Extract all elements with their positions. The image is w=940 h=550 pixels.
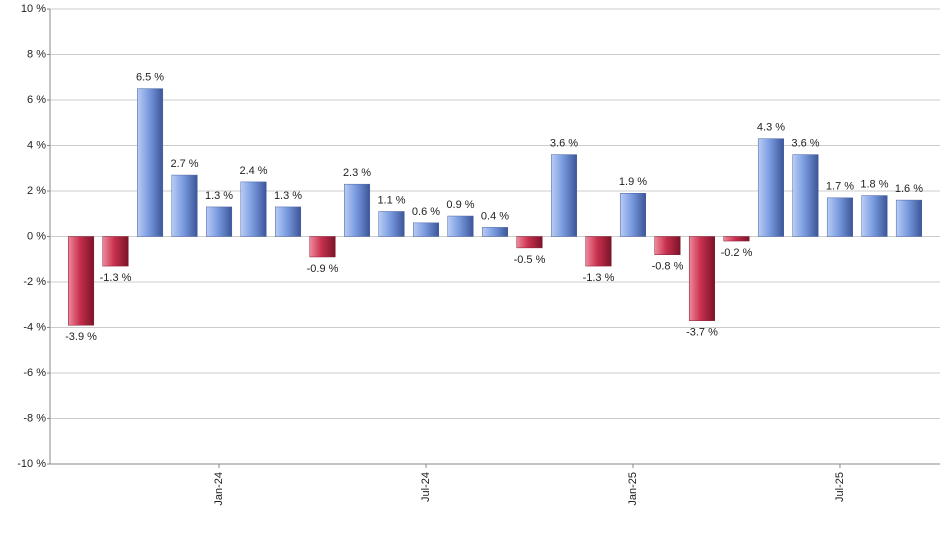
bar	[171, 174, 198, 237]
y-tick-label: -10 %	[17, 458, 46, 470]
y-tick-label: -6 %	[23, 367, 46, 379]
value-label: 1.9 %	[619, 176, 647, 188]
bar	[378, 211, 405, 237]
bar	[826, 197, 853, 237]
value-label: -1.3 %	[100, 272, 132, 284]
bar	[344, 183, 371, 237]
bar	[688, 236, 715, 321]
bar	[792, 154, 819, 237]
y-tick-label: 4 %	[27, 139, 46, 151]
value-label: -0.5 %	[514, 254, 546, 266]
value-label: 1.8 %	[860, 178, 888, 190]
bar	[585, 236, 612, 267]
value-label: -3.7 %	[686, 327, 718, 339]
x-tick-label: Jan-25	[627, 472, 639, 506]
value-label: 1.1 %	[377, 194, 405, 206]
value-label: -1.3 %	[583, 272, 615, 284]
value-label: -0.2 %	[721, 247, 753, 259]
bar	[137, 88, 164, 237]
bar	[240, 181, 267, 237]
bar	[102, 236, 129, 267]
value-label: 2.7 %	[170, 158, 198, 170]
bar	[619, 193, 646, 237]
bar	[481, 227, 509, 237]
bar	[447, 215, 474, 237]
value-label: 6.5 %	[136, 72, 164, 84]
y-tick-label: 8 %	[27, 48, 46, 60]
y-tick-label: 2 %	[27, 185, 46, 197]
bar	[206, 206, 233, 237]
bar	[723, 236, 750, 242]
y-tick-label: 0 %	[27, 230, 46, 242]
y-tick-label: 10 %	[21, 3, 46, 15]
bar	[757, 138, 784, 237]
bar	[412, 222, 440, 237]
bar	[309, 236, 336, 258]
bar	[275, 206, 302, 237]
bar	[654, 236, 681, 255]
bar	[895, 199, 922, 237]
bar	[550, 154, 578, 237]
value-label: 1.3 %	[274, 190, 302, 202]
y-tick-label: -2 %	[23, 276, 46, 288]
value-label: -3.9 %	[65, 331, 97, 343]
y-tick-label: 6 %	[27, 94, 46, 106]
value-label: 3.6 %	[791, 138, 819, 150]
value-label: 0.9 %	[446, 199, 474, 211]
value-label: 2.4 %	[239, 165, 267, 177]
value-label: 3.6 %	[550, 138, 578, 150]
value-label: 1.7 %	[826, 181, 854, 193]
y-tick-label: -4 %	[23, 321, 46, 333]
value-label: 0.6 %	[412, 206, 440, 218]
value-label: 1.3 %	[205, 190, 233, 202]
value-label: -0.8 %	[652, 261, 684, 273]
bar	[861, 195, 888, 237]
value-label: 4.3 %	[757, 122, 785, 134]
y-tick-label: -8 %	[23, 412, 46, 424]
value-label: 2.3 %	[343, 167, 371, 179]
x-tick-label: Jan-24	[213, 472, 225, 506]
x-tick-label: Jul-25	[834, 472, 846, 502]
x-tick-label: Jul-24	[420, 472, 432, 502]
bar	[68, 236, 95, 326]
value-label: 1.6 %	[895, 183, 923, 195]
value-label: -0.9 %	[307, 263, 339, 275]
bar	[516, 236, 543, 249]
value-label: 0.4 %	[481, 210, 509, 222]
